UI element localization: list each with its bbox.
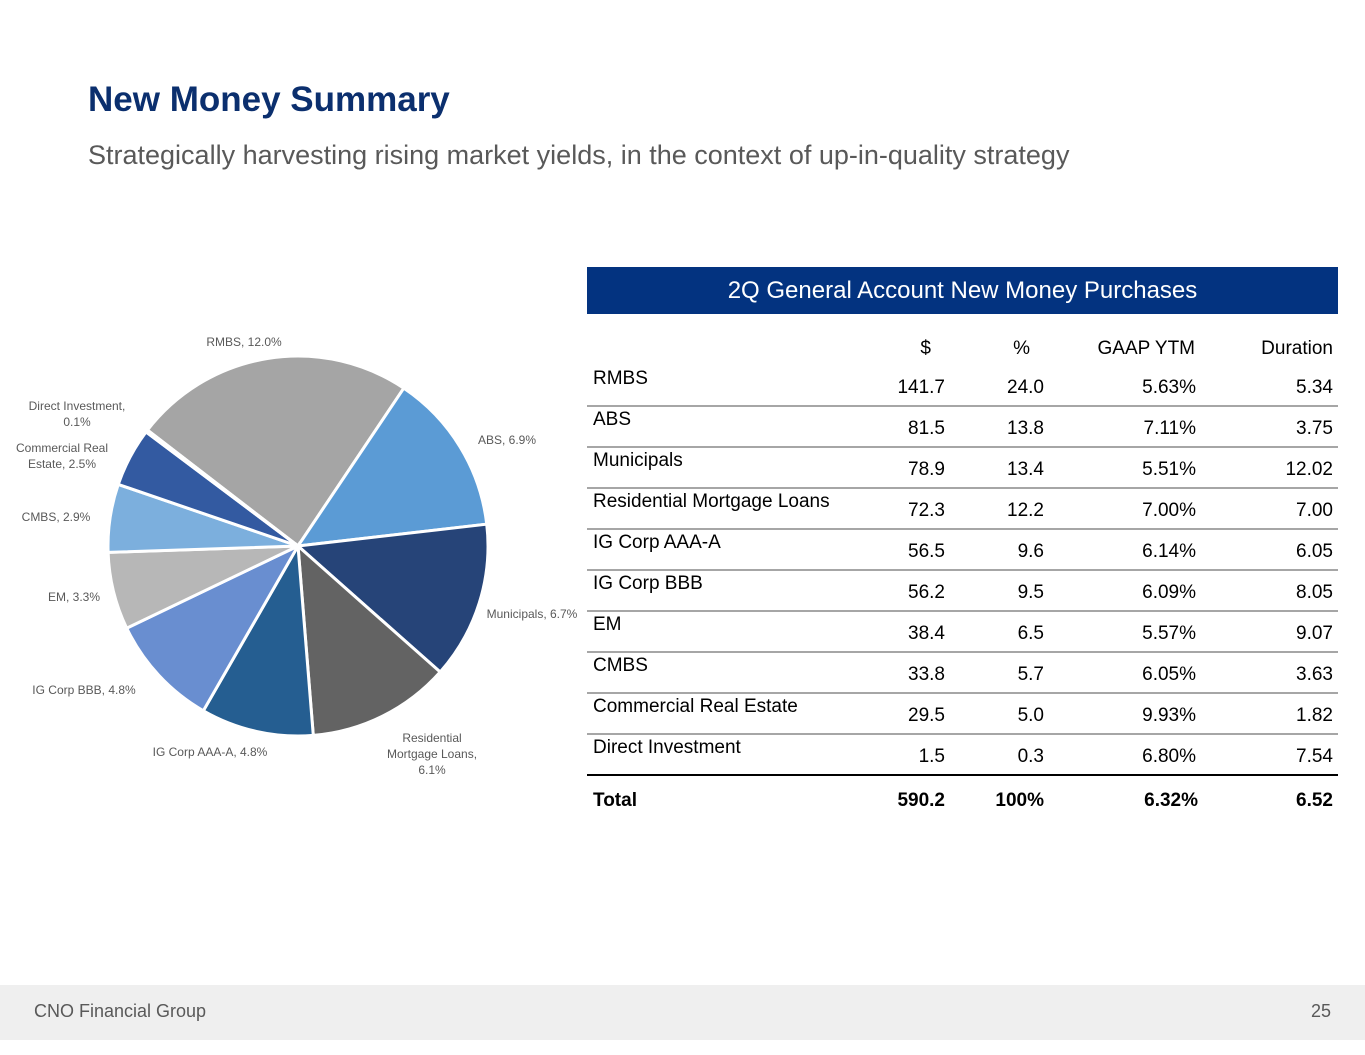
row-label: Commercial Real Estate [593,696,798,717]
row-percent: 24.0 [1007,377,1044,398]
table-row: ABS 81.5 13.8 7.11% 3.75 [587,405,1338,448]
column-header: % [1013,338,1030,359]
row-dollars: 1.5 [918,746,945,767]
row-percent: 5.0 [1017,705,1044,726]
pie-slice-residential-mortgage-loans [296,542,443,738]
table-row: RMBS 141.7 24.0 5.63% 5.34 [587,364,1338,407]
row-ytm: 6.09% [1142,582,1196,603]
row-dollars: 56.2 [908,582,945,603]
row-dollars: 33.8 [908,664,945,685]
pie-data-label: Residential Mortgage Loans, 6.1% [386,731,478,777]
total-label: Total [593,790,637,811]
pie-data-label: CMBS, 2.9% [21,510,91,524]
table-row: Direct Investment 1.5 0.3 6.80% 7.54 [587,733,1338,776]
row-ytm: 5.51% [1142,459,1196,480]
total-duration: 6.52 [1296,790,1333,811]
pie-data-label: EM, 3.3% [47,590,101,604]
row-percent: 6.5 [1017,623,1044,644]
row-dollars: 81.5 [908,418,945,439]
pie-slice-rmbs [145,354,406,549]
row-dollars: 141.7 [897,377,945,398]
pie-data-label: ABS, 6.9% [477,433,537,447]
total-dollars: 590.2 [897,790,945,811]
row-duration: 3.75 [1296,418,1333,439]
company-name: CNO Financial Group [34,1001,207,1021]
row-percent: 13.8 [1007,418,1044,439]
pie-slice-abs [294,386,489,548]
pie-data-label: IG Corp BBB, 4.8% [32,683,136,697]
row-percent: 13.4 [1007,459,1044,480]
row-duration: 5.34 [1296,377,1333,398]
column-header: Duration [1261,338,1333,359]
pie-data-label: RMBS, 12.0% [206,335,282,349]
pie-slice-ig-corp-aaa-a [201,541,315,738]
table-row: Commercial Real Estate 29.5 5.0 9.93% 1.82 [587,692,1338,735]
page-title: New Money Summary [88,80,450,119]
row-duration: 1.82 [1296,705,1333,726]
page-subtitle: Strategically harvesting rising market y… [88,140,1070,170]
table-row: EM 38.4 6.5 5.57% 9.07 [587,610,1338,653]
page-number: 25 [1310,1001,1331,1021]
row-ytm: 7.11% [1143,418,1196,439]
column-header: GAAP YTM [1097,338,1196,359]
row-ytm: 9.93% [1142,705,1196,726]
row-label: CMBS [593,655,648,676]
pie-data-label: Commercial Real Estate, 2.5% [15,441,109,471]
table-row: CMBS 33.8 5.7 6.05% 3.63 [587,651,1338,694]
row-dollars: 78.9 [908,459,945,480]
row-ytm: 7.00% [1142,500,1196,521]
pie-data-label: Direct Investment, 0.1% [28,399,126,429]
row-label: Municipals [593,450,683,471]
row-ytm: 5.57% [1142,623,1196,644]
table-title: 2Q General Account New Money Purchases [587,267,1338,314]
row-duration: 7.54 [1296,746,1333,767]
pie-chart [106,354,490,738]
total-percent: 100% [995,790,1044,811]
row-percent: 9.5 [1017,582,1044,603]
row-duration: 7.00 [1296,500,1333,521]
pie-slice-direct-investment [143,427,299,548]
pie-data-label: IG Corp AAA-A, 4.8% [152,745,268,759]
row-ytm: 6.80% [1142,746,1196,767]
row-percent: 9.6 [1017,541,1044,562]
row-label: Residential Mortgage Loans [593,491,830,512]
row-ytm: 5.63% [1142,377,1196,398]
pie-slice-municipals [294,522,490,675]
table-row: IG Corp AAA-A 56.5 9.6 6.14% 6.05 [587,528,1338,571]
row-dollars: 38.4 [908,623,945,644]
row-dollars: 29.5 [908,705,945,726]
table-row: IG Corp BBB 56.2 9.5 6.09% 8.05 [587,569,1338,612]
pie-slice-ig-corp-bbb [124,542,302,713]
row-duration: 8.05 [1296,582,1333,603]
row-duration: 6.05 [1296,541,1333,562]
total-ytm: 6.32% [1144,790,1198,811]
column-header: $ [920,338,931,359]
row-duration: 9.07 [1296,623,1333,644]
row-label: IG Corp BBB [593,573,703,594]
row-label: Direct Investment [593,737,741,758]
table-row: Municipals 78.9 13.4 5.51% 12.02 [587,446,1338,489]
row-dollars: 72.3 [908,500,945,521]
row-label: IG Corp AAA-A [593,532,721,553]
row-ytm: 6.14% [1142,541,1196,562]
row-duration: 12.02 [1285,459,1333,480]
footer: CNO Financial Group 25 [0,985,1365,1040]
row-duration: 3.63 [1296,664,1333,685]
row-label: RMBS [593,368,648,389]
row-percent: 0.3 [1017,746,1044,767]
total-row: Total 590.2 100% 6.32% 6.52 [587,790,1338,820]
pie-data-label: Municipals, 6.7% [486,607,578,621]
row-ytm: 6.05% [1142,664,1196,685]
row-label: ABS [593,409,632,430]
row-dollars: 56.5 [908,541,945,562]
row-percent: 12.2 [1007,500,1044,521]
row-percent: 5.7 [1017,664,1044,685]
row-label: EM [593,614,622,635]
table-row: Residential Mortgage Loans 72.3 12.2 7.00% 7… [587,487,1338,530]
